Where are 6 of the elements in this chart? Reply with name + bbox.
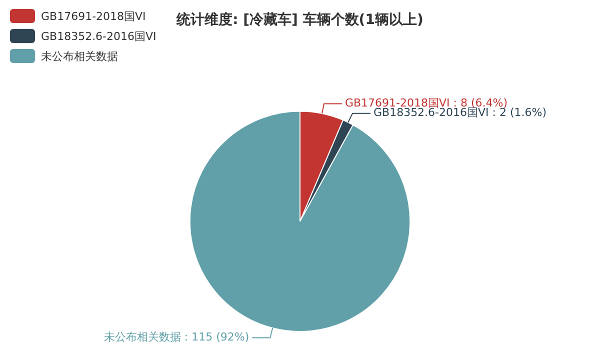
category-label: GB18352.6-2016国VI : 2 (1.6%) xyxy=(374,106,547,120)
chart-title: 统计维度: [冷藏车] 车辆个数(1辆以上) xyxy=(176,11,424,28)
legend-label: GB18352.6-2016国VI xyxy=(41,28,156,44)
category-label: 未公布相关数据 : 115 (92%) xyxy=(104,330,250,344)
legend-label: GB17691-2018国VI xyxy=(41,8,146,24)
legend-label: 未公布相关数据 xyxy=(41,48,118,64)
